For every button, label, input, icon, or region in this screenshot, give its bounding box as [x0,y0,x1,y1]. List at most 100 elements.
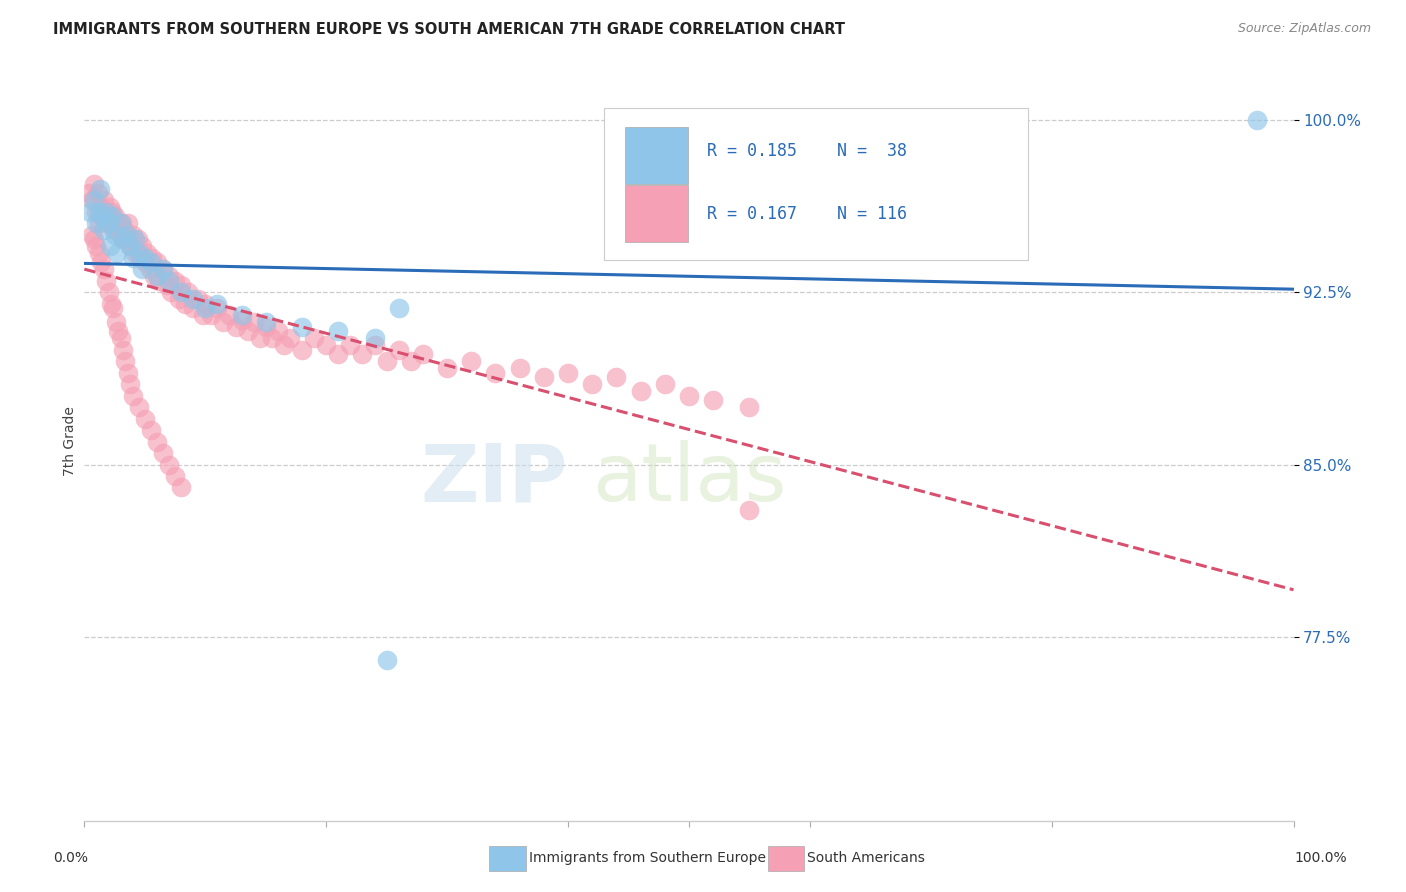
Point [100,216,122,230]
Point [94,274,117,288]
Text: ZIP: ZIP [420,441,568,518]
Point [134,251,156,265]
Point [654,377,676,392]
Point [328,347,350,361]
Point [134,411,156,425]
Point [128,246,150,260]
Point [107,216,129,230]
Point [104,210,127,224]
Point [120,239,142,253]
Point [94,216,117,230]
Point [157,269,180,284]
Point [143,269,166,284]
Point [114,354,136,368]
Point [375,653,398,667]
Point [249,331,271,345]
Point [117,216,139,230]
Point [165,274,187,288]
Point [557,366,579,380]
Point [121,227,143,242]
Point [107,324,129,338]
Point [375,354,398,368]
Point [115,227,138,242]
Point [254,319,277,334]
Point [91,210,114,224]
Point [399,354,422,368]
Point [86,204,108,219]
Point [170,481,193,495]
Point [173,296,195,310]
Point [115,232,138,246]
Point [86,186,108,201]
Point [194,296,217,310]
Point [112,232,135,246]
Point [87,216,110,230]
Point [194,301,217,316]
Point [87,246,110,260]
Text: Source: ZipAtlas.com: Source: ZipAtlas.com [1237,22,1371,36]
Point [139,255,162,269]
Point [146,434,169,449]
Point [94,204,117,219]
Point [460,354,482,368]
Point [170,285,193,300]
Point [121,388,143,402]
Text: atlas: atlas [592,441,786,518]
Point [436,361,458,376]
Point [225,319,247,334]
FancyBboxPatch shape [624,186,688,242]
Point [100,296,122,310]
Point [120,377,142,392]
Point [533,370,555,384]
Point [242,315,264,329]
Point [101,210,124,224]
Point [167,292,190,306]
FancyBboxPatch shape [605,108,1028,260]
Point [134,255,156,269]
Point [91,210,114,224]
Point [152,262,174,277]
Point [120,239,142,253]
Point [97,210,120,224]
Point [363,331,385,345]
Point [96,204,118,219]
Text: South Americans: South Americans [807,851,925,865]
Point [165,469,187,483]
Point [160,285,183,300]
Point [218,308,240,322]
Point [231,312,253,326]
Point [138,262,160,277]
Point [124,232,146,246]
Point [101,204,124,219]
Point [267,324,290,338]
Point [152,262,174,277]
Point [177,285,200,300]
Point [484,366,506,380]
Point [110,216,132,230]
Point [110,227,132,242]
Point [363,338,385,352]
Point [80,194,103,208]
Point [93,262,115,277]
Text: 0.0%: 0.0% [53,851,89,865]
Point [86,216,108,230]
Point [80,227,103,242]
Point [187,292,209,306]
Point [139,423,162,437]
Point [738,400,761,414]
Point [702,393,724,408]
Point [93,223,115,237]
Point [89,182,111,196]
Point [155,278,177,293]
Point [207,296,229,310]
Point [131,262,153,277]
Point [136,246,159,260]
Point [79,204,101,219]
Point [98,239,121,253]
Point [200,308,222,322]
Point [97,216,120,230]
Point [254,315,277,329]
Text: IMMIGRANTS FROM SOUTHERN EUROPE VS SOUTH AMERICAN 7TH GRADE CORRELATION CHART: IMMIGRANTS FROM SOUTHERN EUROPE VS SOUTH… [53,22,845,37]
Point [339,338,361,352]
Point [112,232,135,246]
